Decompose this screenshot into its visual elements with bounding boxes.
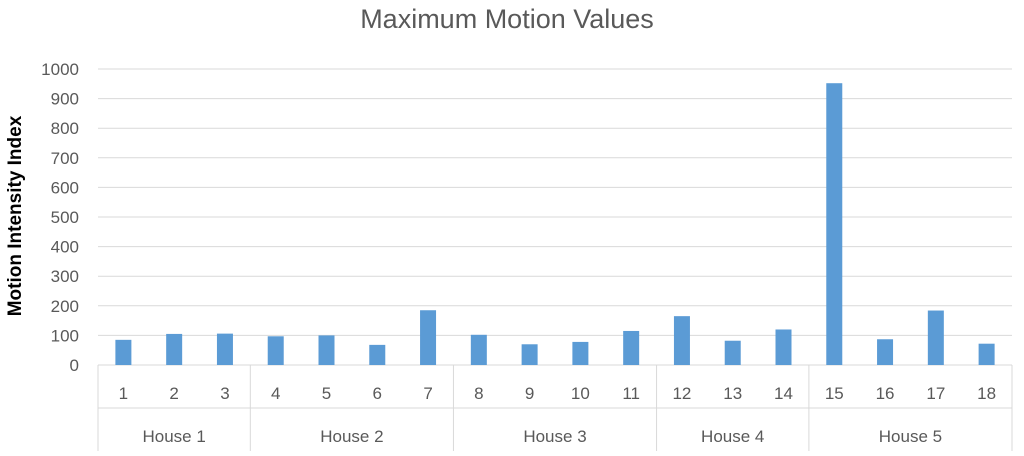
bar-8: [470, 334, 487, 365]
bar-7: [420, 310, 437, 365]
bar-16: [877, 339, 894, 365]
y-tick-label: 0: [70, 356, 79, 375]
x-tick-label: 18: [977, 384, 996, 403]
bar-9: [521, 344, 538, 365]
bar-3: [216, 333, 233, 365]
x-tick-label: 11: [622, 384, 640, 403]
x-tick-label: 7: [423, 384, 432, 403]
x-tick-label: 12: [672, 384, 691, 403]
bar-6: [369, 344, 386, 365]
x-tick-label: 9: [525, 384, 534, 403]
x-tick-label: 1: [119, 384, 128, 403]
x-tick-label: 15: [825, 384, 844, 403]
x-tick-label: 3: [220, 384, 229, 403]
bar-5: [318, 335, 335, 365]
bar-11: [623, 330, 640, 365]
y-tick-label: 1000: [41, 60, 79, 79]
bar-18: [978, 343, 995, 365]
x-tick-label: 17: [926, 384, 945, 403]
bar-12: [673, 316, 690, 365]
x-tick-label: 13: [723, 384, 742, 403]
y-tick-label: 800: [51, 119, 79, 138]
y-tick-label: 900: [51, 90, 79, 109]
x-tick-label: 14: [774, 384, 793, 403]
y-tick-label: 700: [51, 149, 79, 168]
bar-4: [267, 336, 284, 365]
x-tick-label: 8: [474, 384, 483, 403]
bar-15: [826, 83, 843, 365]
y-axis-ticks: 0 100 200 300 400 500 600 700 800 900 1000: [41, 60, 79, 375]
y-tick-label: 100: [51, 326, 79, 345]
group-label: House 3: [523, 427, 586, 446]
y-tick-label: 600: [51, 178, 79, 197]
group-label: House 4: [701, 427, 764, 446]
x-tick-label: 4: [271, 384, 280, 403]
bars: [115, 83, 995, 365]
bar-13: [724, 340, 741, 365]
y-axis-label: Motion Intensity Index: [5, 115, 26, 316]
x-tick-label: 6: [373, 384, 382, 403]
bar-17: [927, 310, 944, 365]
chart-title: Maximum Motion Values: [360, 4, 654, 34]
x-tick-label: 10: [571, 384, 590, 403]
group-label: House 5: [879, 427, 942, 446]
y-tick-label: 500: [51, 208, 79, 227]
gridlines: [98, 68, 1012, 366]
y-tick-label: 200: [51, 297, 79, 316]
y-tick-label: 400: [51, 238, 79, 257]
bar-1: [115, 339, 132, 365]
group-label: House 1: [143, 427, 206, 446]
bar-14: [775, 329, 792, 365]
bar-2: [166, 333, 183, 365]
y-tick-label: 300: [51, 267, 79, 286]
x-tick-label: 5: [322, 384, 331, 403]
x-tick-label: 16: [876, 384, 895, 403]
bar-10: [572, 341, 589, 365]
group-label: House 2: [320, 427, 383, 446]
x-tick-label: 2: [169, 384, 178, 403]
